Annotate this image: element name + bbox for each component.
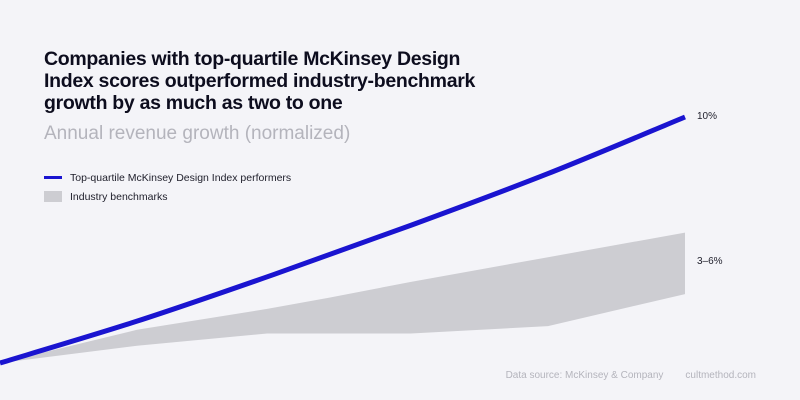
chart-header: Companies with top-quartile McKinsey Des… bbox=[44, 48, 484, 206]
chart-subtitle: Annual revenue growth (normalized) bbox=[44, 123, 351, 144]
band-end-label: 3–6% bbox=[697, 256, 723, 267]
site-link[interactable]: cultmethod.com bbox=[685, 370, 756, 381]
legend-line-swatch bbox=[44, 176, 62, 179]
legend-label-line: Top-quartile McKinsey Design Index perfo… bbox=[70, 171, 292, 184]
legend: Top-quartile McKinsey Design Index perfo… bbox=[44, 168, 484, 206]
chart-title: Companies with top-quartile McKinsey Des… bbox=[44, 48, 476, 114]
legend-band-swatch bbox=[44, 191, 62, 202]
data-source: Data source: McKinsey & Company bbox=[505, 370, 664, 381]
legend-item-band: Industry benchmarks bbox=[44, 187, 484, 206]
line-end-label: 10% bbox=[697, 111, 718, 122]
legend-label-band: Industry benchmarks bbox=[70, 190, 168, 203]
top-quartile-line bbox=[0, 114, 686, 366]
benchmark-band bbox=[0, 232, 685, 363]
legend-item-line: Top-quartile McKinsey Design Index perfo… bbox=[44, 168, 484, 187]
footer: Data source: McKinsey & Company cultmeth… bbox=[506, 370, 756, 381]
